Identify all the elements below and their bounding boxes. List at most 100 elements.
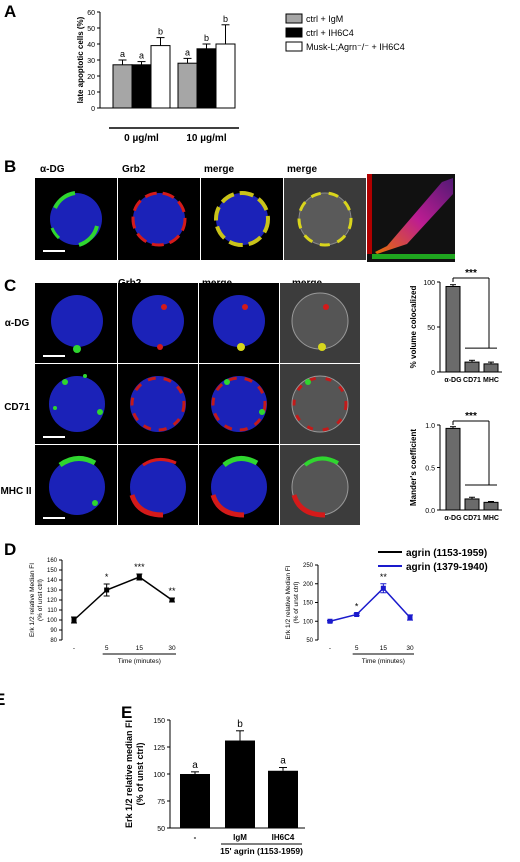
x-tick-label: α-DG [444,515,462,522]
significance-letter: a [139,51,144,61]
y-axis-label: late apoptotic cells (%) [76,16,85,103]
y-tick-label: 20 [87,74,95,81]
series-line [73,576,173,621]
x-tick-label: - [329,645,331,652]
y-tick-label: 120 [47,598,58,604]
y-tick-label: 50 [306,638,313,644]
data-point [136,574,142,580]
y-tick-label: 125 [153,745,165,752]
y-tick-label: 0.0 [425,508,435,515]
panel-letter-e-cut: E [0,690,5,710]
data-point [71,617,77,623]
panel-letter-b: B [4,157,17,176]
panelB-image-grb2 [118,178,200,260]
y-tick-label: 100 [303,619,314,625]
panel-letter-a: A [4,2,17,21]
x-group-label: 15' agrin (1153-1959) [220,846,303,856]
x-tick-label: 15 [380,645,388,652]
bar [464,498,480,511]
y-tick-label: 150 [153,718,165,725]
y-tick-label: 50 [87,26,95,33]
panelB-label-adg: α-DG [40,164,65,175]
y-tick-label: 250 [303,563,314,569]
x-tick-label: IgM [233,833,247,842]
panelC-cd71-blue [35,364,117,444]
y-tick-label: 150 [47,568,58,574]
significance-stars: * [105,572,109,582]
significance-letter: a [280,756,286,767]
data-point [407,615,413,620]
bar [483,501,499,511]
panelB-label-merge2: merge [287,164,318,175]
y-tick-label: 0.5 [425,466,435,473]
panelC-cd71-merge [199,364,279,444]
scale-bar [43,355,65,357]
panelC-mhc-grb2 [118,445,198,525]
y-axis-label: % volume colocalized [409,286,418,369]
significance-letter: b [223,14,228,24]
significance-stars: ** [168,586,176,596]
data-point [104,587,110,593]
x-tick-label: 5 [105,645,109,652]
panelC-adg-merge2 [280,283,360,363]
bar [225,740,255,828]
scale-bar [43,517,65,519]
legend-label: ctrl + IH6C4 [306,28,354,38]
y-tick-label: 100 [153,772,165,779]
y-tick-label: 50 [427,325,435,332]
x-tick-label: 30 [168,645,176,652]
y-axis-label-2: (% of unst ctrl) [37,579,44,621]
legend-swatch [285,13,303,24]
data-point [354,612,360,617]
y-tick-label: 100 [47,618,58,624]
data-point [169,597,175,603]
y-tick-label: 60 [87,10,95,17]
y-tick-label: 100 [423,280,435,287]
panelC-adg-merge [199,283,279,363]
y-axis-label: Erk 1/2 relative Median FI [285,565,292,639]
x-tick-label: - [73,645,75,652]
panelC-row-adg: α-DG [4,318,30,329]
significance-letter: a [120,49,125,59]
panelC-adg-blue [35,283,117,363]
significance-letter: a [192,760,198,771]
y-tick-label: 150 [303,601,314,607]
y-axis-label: Mander's coefficient [409,429,418,506]
x-tick-label: IH6C4 [272,833,295,842]
panelC-mhc-merge [199,445,279,525]
x-tick-label: MHC [483,377,499,384]
legend-label: agrin (1379-1940) [406,562,488,573]
significance-letter: b [158,27,163,37]
panelC-cd71-grb2 [118,364,198,444]
panel-letter-d: D [4,540,17,559]
panelC-cd71-merge2 [280,364,360,444]
x-tick-label: MHC [483,515,499,522]
y-axis-label-2: (% of unst ctrl) [135,743,145,806]
panelC-mhc-merge2 [280,445,360,525]
x-tick-label: - [194,833,197,842]
y-tick-label: 75 [157,799,165,806]
y-tick-label: 30 [87,58,95,65]
panelC-adg-grb2 [118,283,198,363]
legend-swatch [285,41,303,52]
significance-letter: a [185,47,190,57]
significance-stars: ** [380,572,388,582]
bar [180,774,210,828]
panelB-image-adg [35,178,117,260]
significance-letter: b [237,719,243,730]
x-axis-label: Time (minutes) [118,658,161,665]
panelC-row-mhc: MHC II [0,486,32,497]
y-tick-label: 90 [50,628,57,634]
bar [445,286,461,373]
significance-stars: * [355,601,359,611]
y-tick-label: 50 [157,826,165,833]
x-tick-label: α-DG [444,377,462,384]
significance-stars: *** [134,562,145,572]
y-axis-label: Erk 1/2 relative median FI [124,720,134,828]
y-axis-label: Erk 1/2 relative Median FI [29,563,36,637]
y-tick-label: 200 [303,582,314,588]
y-tick-label: 110 [47,608,57,614]
y-tick-label: 130 [47,588,58,594]
bar [268,770,298,828]
